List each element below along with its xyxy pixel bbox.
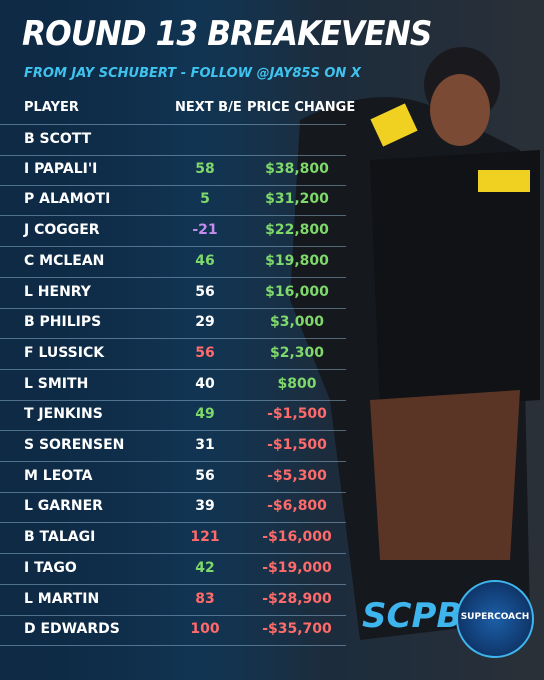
breakeven: 42 [195,559,215,576]
player-name: L SMITH [24,375,89,392]
breakeven: 121 [190,529,220,546]
price-change: $31,200 [265,191,329,208]
title: ROUND 13 BREAKEVENS [22,14,432,54]
table-row: B PHILIPS 29 $3,000 [0,308,346,340]
player-name: B TALAGI [24,529,96,546]
player-name: D EDWARDS [24,621,120,638]
badge [456,580,534,658]
breakeven: 5 [200,191,210,208]
column-header: PRICE CHANGE [247,100,356,115]
price-change: $800 [277,375,317,392]
breakeven: 39 [195,498,215,515]
price-change: -$6,800 [267,498,327,515]
price-change: $2,300 [269,344,325,361]
player-name: L GARNER [24,498,103,515]
table-row: C MCLEAN 46 $19,800 [0,247,346,278]
player-name: I TAGO [24,559,77,576]
column-header: PLAYER [24,100,79,115]
price-change: -$5,300 [267,467,327,484]
price-change: -$1,500 [267,437,327,453]
table-row: L GARNER 39 -$6,800 [0,492,346,524]
player-name: S SORENSEN [24,437,125,453]
price-change: $19,800 [265,252,329,269]
price-change: -$35,700 [262,621,332,638]
breakeven: 40 [195,375,215,392]
table-row: L SMITH 40 $800 [0,370,346,401]
price-change: -$1,500 [267,406,327,423]
table-row: J COGGER -21 $22,800 [0,216,346,248]
table-row: F LUSSICK 56 $2,300 [0,339,346,370]
breakeven: 100 [190,621,220,638]
logo: SCPB [362,596,463,636]
player-name: I PAPALI'I [24,160,98,177]
table-row: D EDWARDS 100 -$35,700 [0,615,346,647]
price-change: -$16,000 [262,529,332,546]
breakeven: 31 [195,437,215,453]
breakeven: -21 [192,222,218,239]
logo-text: SUPERCOACH [460,612,530,622]
breakeven: 46 [195,252,215,269]
price-change: $16,000 [265,283,329,300]
table-row: S SORENSEN 31 -$1,500 [0,431,346,462]
table-row: P ALAMOTI 5 $31,200 [0,185,346,217]
price-change: -$28,900 [262,590,332,607]
breakeven: 56 [195,283,215,300]
player-name: P ALAMOTI [24,191,111,208]
breakeven: 56 [195,344,215,361]
table-row: I TAGO 42 -$19,000 [0,554,346,585]
table-row: L HENRY 56 $16,000 [0,278,346,309]
breakeven: 56 [195,467,215,484]
table-row: B TALAGI 121 -$16,000 [0,523,346,555]
table-row: B SCOTT [0,124,346,156]
table-row: T JENKINS 49 -$1,500 [0,400,346,432]
player-name: C MCLEAN [24,252,105,269]
player-name: M LEOTA [24,467,93,484]
price-change: -$19,000 [262,559,332,576]
breakeven: 29 [195,314,215,331]
player-name: T JENKINS [24,406,103,423]
breakeven: 58 [195,160,215,177]
player-name: L HENRY [24,283,91,300]
column-header: NEXT B/E [175,100,242,115]
subtitle: FROM JAY SCHUBERT - FOLLOW @JAY85S ON X [24,66,361,81]
table-row: I PAPALI'I 58 $38,800 [0,155,346,186]
player-name: L MARTIN [24,590,100,607]
table-row: M LEOTA 56 -$5,300 [0,462,346,493]
price-change: $3,000 [269,314,325,331]
breakeven: 49 [195,406,215,423]
player-name: F LUSSICK [24,344,105,361]
table-row: L MARTIN 83 -$28,900 [0,585,346,616]
price-change: $38,800 [265,160,329,177]
breakeven: 83 [195,590,215,607]
player-name: J COGGER [24,222,100,239]
price-change: $22,800 [265,222,329,239]
player-name: B PHILIPS [24,314,102,331]
player-name: B SCOTT [24,131,92,147]
